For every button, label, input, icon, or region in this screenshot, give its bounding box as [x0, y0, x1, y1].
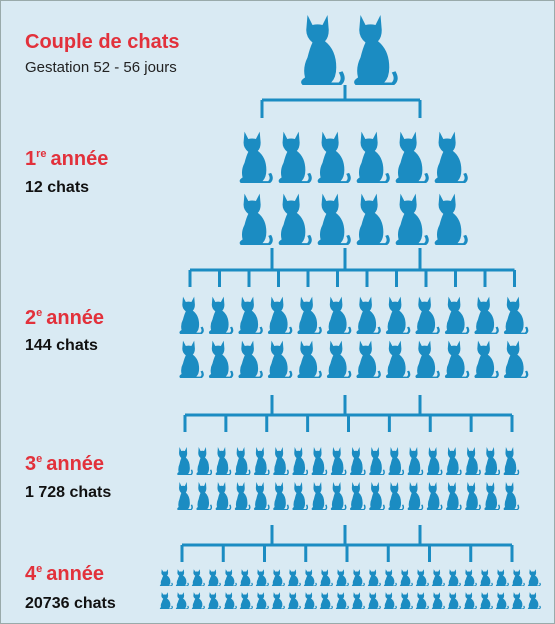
level-label: année [46, 563, 104, 585]
level-label: année [51, 148, 109, 170]
level-label: année [46, 307, 104, 329]
level-number: 1 [25, 148, 36, 170]
level-number: 3 [25, 453, 36, 475]
level-label: année [46, 453, 104, 475]
level-count: 144 chats [25, 337, 98, 354]
level-suffix: e [36, 307, 42, 319]
level-suffix: re [36, 148, 46, 160]
level-count: 20736 chats [25, 595, 116, 612]
level-suffix: e [36, 563, 42, 575]
level-suffix: e [36, 453, 42, 465]
subtitle: Gestation 52 - 56 jours [25, 59, 177, 76]
level-number: 2 [25, 307, 36, 329]
level-count: 1 728 chats [25, 484, 111, 501]
infographic: Couple de chats Gestation 52 - 56 jours … [0, 0, 555, 624]
title: Couple de chats [25, 31, 179, 53]
level-count: 12 chats [25, 179, 89, 196]
